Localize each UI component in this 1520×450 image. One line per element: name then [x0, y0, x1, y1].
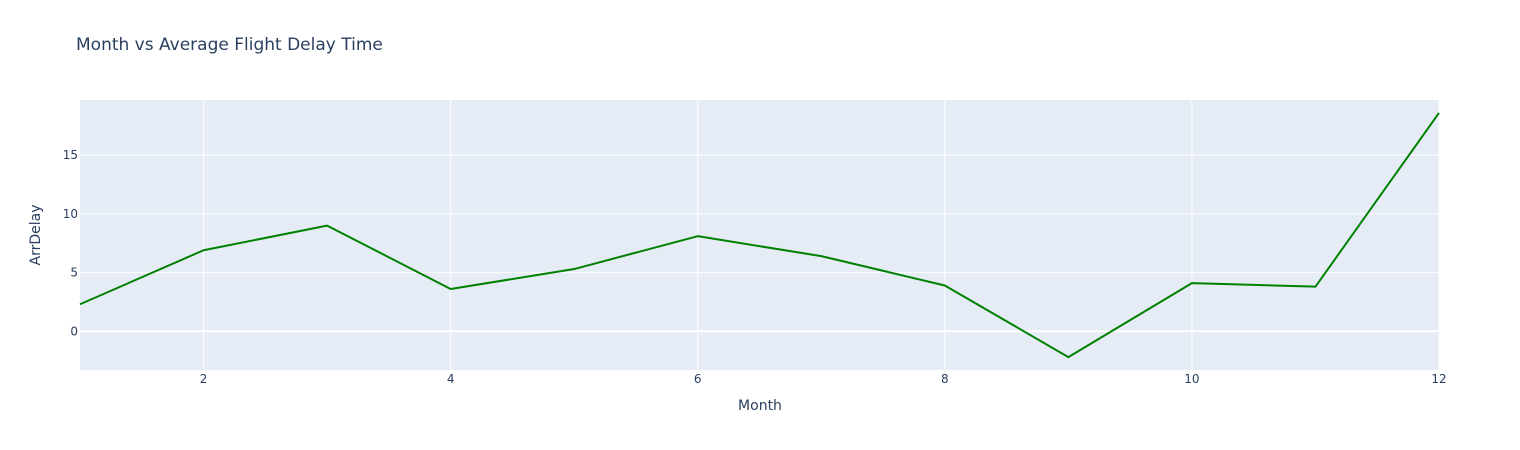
series-line: [79, 112, 1440, 359]
y-tick-label: 5: [70, 266, 78, 280]
x-tick-label: 4: [447, 372, 455, 386]
y-axis-title: ArrDelay: [28, 205, 44, 266]
x-tick-label: 6: [694, 372, 702, 386]
y-tick-label: 0: [70, 324, 78, 338]
x-tick-label: 10: [1184, 372, 1199, 386]
plot-area: [80, 100, 1439, 370]
series-layer: [79, 112, 1440, 359]
x-tick-label: 8: [941, 372, 949, 386]
y-tick-label: 10: [63, 207, 78, 221]
x-axis-title: Month: [738, 398, 782, 414]
x-tick-label: 12: [1431, 372, 1446, 386]
x-tick-label: 2: [200, 372, 208, 386]
x-axis-ticks: 2 4 6 8 10 12: [200, 372, 1447, 386]
grid-lines: [80, 100, 1440, 370]
y-axis-ticks: 0 5 10 15: [63, 148, 78, 338]
y-tick-label: 15: [63, 148, 78, 162]
chart-title: Month vs Average Flight Delay Time: [76, 35, 383, 55]
